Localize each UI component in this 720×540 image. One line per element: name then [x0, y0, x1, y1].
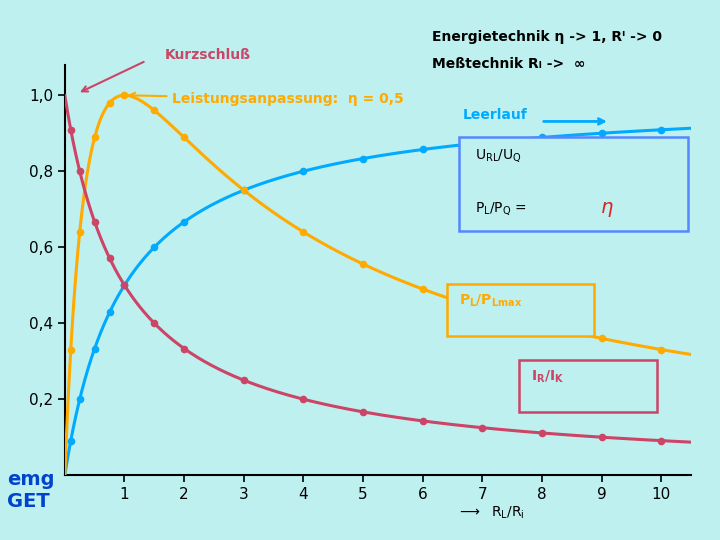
Text: U$_{\mathregular{RL}}$/U$_{\mathregular{Q}}$: U$_{\mathregular{RL}}$/U$_{\mathregular{…	[475, 147, 522, 164]
Text: $\eta$: $\eta$	[600, 200, 614, 219]
Text: $\longrightarrow$  R$_{\mathregular{L}}$/R$_{\mathregular{i}}$: $\longrightarrow$ R$_{\mathregular{L}}$/…	[457, 505, 525, 521]
Text: Energietechnik η -> 1, Rᴵ -> 0: Energietechnik η -> 1, Rᴵ -> 0	[432, 30, 662, 44]
Text: Leerlauf: Leerlauf	[462, 108, 527, 122]
Text: Meßtechnik Rₗ ->  ∞: Meßtechnik Rₗ -> ∞	[432, 57, 585, 71]
FancyBboxPatch shape	[447, 285, 594, 336]
FancyBboxPatch shape	[459, 137, 688, 231]
Text: emg
GET: emg GET	[7, 470, 55, 511]
FancyBboxPatch shape	[519, 360, 657, 411]
Text: P$_{\mathregular{L}}$/P$_{\mathregular{Lmax}}$: P$_{\mathregular{L}}$/P$_{\mathregular{L…	[459, 293, 523, 309]
Text: P$_{\mathregular{L}}$/P$_{\mathregular{Q}}$ =: P$_{\mathregular{L}}$/P$_{\mathregular{Q…	[475, 200, 528, 217]
Text: Leistungsanpassung:  η = 0,5: Leistungsanpassung: η = 0,5	[130, 92, 404, 106]
Text: I$_{\mathregular{R}}$/I$_{\mathregular{K}}$: I$_{\mathregular{R}}$/I$_{\mathregular{K…	[531, 368, 564, 385]
Text: Kurzschluß: Kurzschluß	[165, 49, 251, 63]
